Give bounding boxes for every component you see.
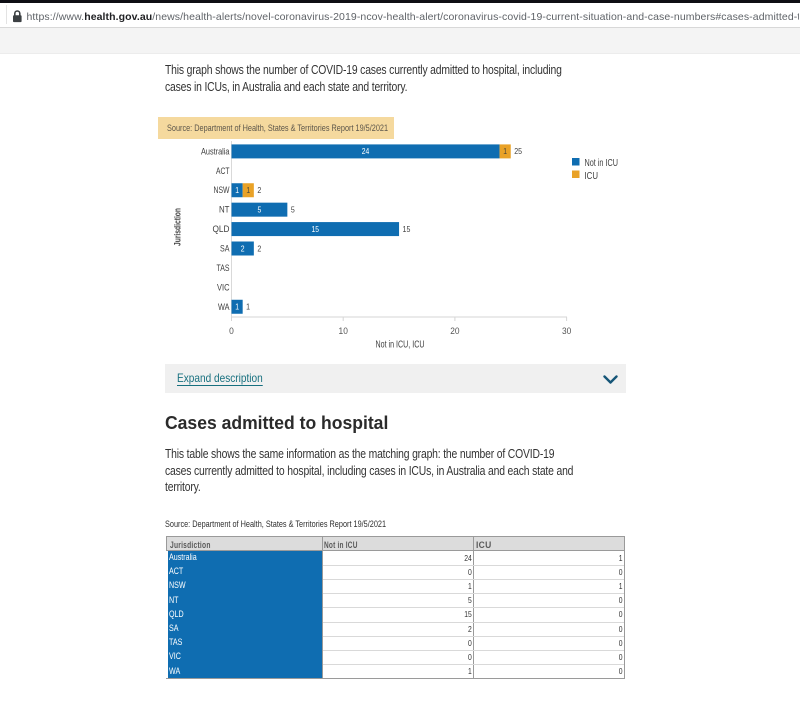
svg-text:NSW: NSW <box>214 185 230 196</box>
svg-text:1: 1 <box>235 303 239 312</box>
svg-text:SA: SA <box>220 244 230 255</box>
svg-text:2: 2 <box>241 244 245 253</box>
svg-text:VIC: VIC <box>217 282 230 293</box>
svg-text:Not in ICU: Not in ICU <box>585 158 619 169</box>
svg-text:2: 2 <box>257 244 261 253</box>
svg-text:30: 30 <box>562 326 571 337</box>
svg-text:Not in ICU, ICU: Not in ICU, ICU <box>376 340 425 351</box>
svg-text:1: 1 <box>246 303 250 312</box>
svg-text:Australia: Australia <box>201 146 230 157</box>
svg-text:2: 2 <box>257 186 261 195</box>
svg-text:25: 25 <box>514 147 522 156</box>
svg-text:NT: NT <box>219 205 230 216</box>
svg-text:ACT: ACT <box>216 166 230 177</box>
svg-text:15: 15 <box>403 225 411 234</box>
svg-text:24: 24 <box>362 147 370 156</box>
svg-text:1: 1 <box>246 186 250 195</box>
svg-text:20: 20 <box>450 326 459 337</box>
svg-text:TAS: TAS <box>217 263 230 274</box>
svg-text:15: 15 <box>312 225 320 234</box>
svg-text:1: 1 <box>503 147 507 156</box>
svg-text:5: 5 <box>291 205 295 214</box>
svg-text:QLD: QLD <box>213 224 230 235</box>
svg-text:0: 0 <box>229 326 234 337</box>
svg-text:5: 5 <box>258 205 262 214</box>
svg-text:10: 10 <box>339 326 348 337</box>
svg-text:1: 1 <box>235 186 239 195</box>
svg-text:WA: WA <box>218 302 230 313</box>
svg-text:ICU: ICU <box>585 171 599 182</box>
svg-text:Jurisdiction: Jurisdiction <box>173 208 184 246</box>
